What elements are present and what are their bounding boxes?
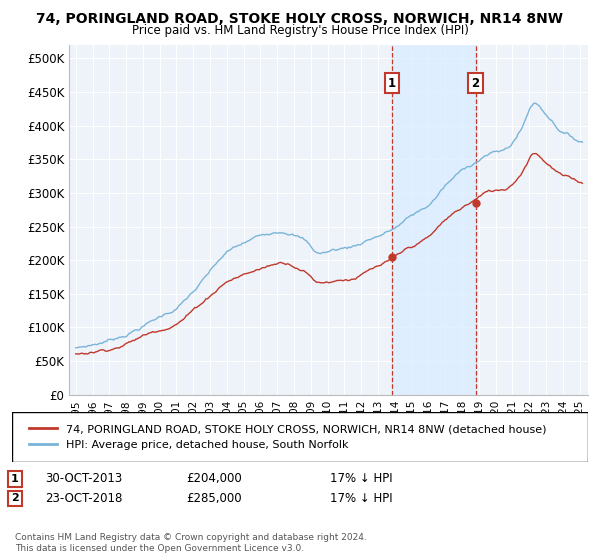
- Text: 2: 2: [472, 77, 479, 90]
- Text: Price paid vs. HM Land Registry's House Price Index (HPI): Price paid vs. HM Land Registry's House …: [131, 24, 469, 36]
- Text: £204,000: £204,000: [186, 472, 242, 486]
- Legend: 74, PORINGLAND ROAD, STOKE HOLY CROSS, NORWICH, NR14 8NW (detached house), HPI: : 74, PORINGLAND ROAD, STOKE HOLY CROSS, N…: [23, 418, 551, 455]
- Text: 23-OCT-2018: 23-OCT-2018: [45, 492, 122, 505]
- Text: 74, PORINGLAND ROAD, STOKE HOLY CROSS, NORWICH, NR14 8NW: 74, PORINGLAND ROAD, STOKE HOLY CROSS, N…: [37, 12, 563, 26]
- Text: 1: 1: [11, 474, 19, 484]
- Text: 17% ↓ HPI: 17% ↓ HPI: [330, 472, 392, 486]
- Text: £285,000: £285,000: [186, 492, 242, 505]
- Text: 1: 1: [388, 77, 396, 90]
- Text: 2: 2: [11, 493, 19, 503]
- Bar: [392, 45, 476, 395]
- Text: 30-OCT-2013: 30-OCT-2013: [45, 472, 122, 486]
- FancyBboxPatch shape: [12, 412, 588, 462]
- Text: 17% ↓ HPI: 17% ↓ HPI: [330, 492, 392, 505]
- Text: Contains HM Land Registry data © Crown copyright and database right 2024.
This d: Contains HM Land Registry data © Crown c…: [15, 533, 367, 553]
